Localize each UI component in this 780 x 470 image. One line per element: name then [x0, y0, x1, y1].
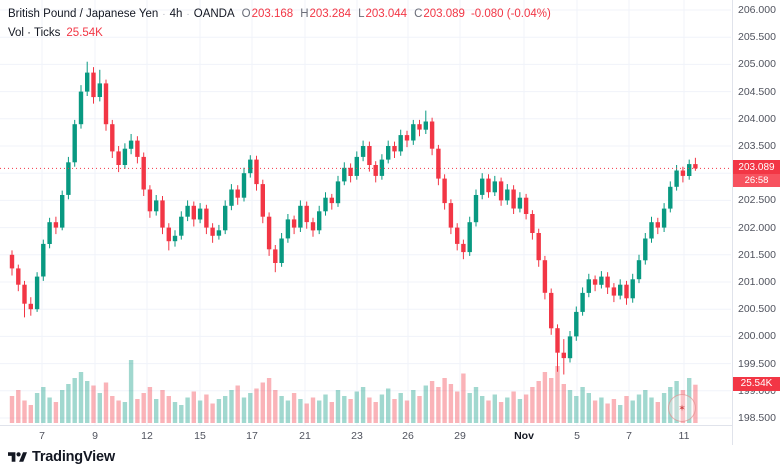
price-axis-label: 201.000 [738, 276, 776, 288]
low-label: L [358, 8, 365, 20]
price-axis-label: 205.000 [738, 58, 776, 71]
decorative-stamp: ✶ [668, 394, 696, 422]
current-volume-label: 25.54K [733, 376, 780, 391]
time-axis-label: 26 [402, 430, 414, 442]
open-value: 203.168 [251, 8, 294, 20]
price-axis-label: 203.500 [738, 140, 776, 152]
tradingview-logo-icon [8, 451, 27, 462]
time-axis-label: 7 [626, 430, 632, 442]
time-axis-label: 11 [678, 430, 690, 442]
time-axis-label: 5 [574, 430, 580, 442]
price-axis-label: 199.500 [738, 357, 776, 370]
time-axis-label: Nov [514, 430, 534, 442]
price-axis-label: 204.000 [738, 112, 776, 125]
price-axis-label: 200.500 [738, 303, 776, 316]
time-axis-label: 29 [454, 430, 466, 442]
bar-countdown: 26:58 [733, 174, 780, 188]
interval-selector[interactable]: 4h [169, 8, 183, 20]
price-axis-label: 204.500 [738, 85, 776, 98]
chart-legend: British Pound / Japanese Yen · 4h · OAND… [8, 6, 551, 41]
price-axis[interactable]: 206.000 205.500 205.000 204.500 204.000 203.5… [732, 0, 780, 445]
time-axis-label: 9 [92, 430, 98, 442]
last-price-value: 203.089 [733, 160, 780, 175]
time-axis-label: 21 [299, 430, 311, 442]
volume-value: 25.54K [66, 27, 103, 39]
high-label: H [300, 8, 309, 20]
volume-row: Vol · Ticks 25.54K [8, 25, 551, 41]
symbol-name[interactable]: British Pound / Japanese Yen [8, 8, 159, 20]
time-axis-label: 15 [194, 430, 206, 442]
time-axis-label: 17 [246, 430, 258, 442]
high-value: 203.284 [309, 8, 352, 20]
volume-indicator-label[interactable]: Vol · Ticks [8, 27, 61, 39]
tradingview-wordmark: TradingView [32, 449, 115, 465]
price-axis-label: 205.500 [738, 31, 776, 44]
time-axis-label: 23 [351, 430, 363, 442]
price-axis-label: 202.500 [738, 194, 776, 207]
open-label: O [241, 8, 251, 20]
low-value: 203.044 [365, 8, 408, 20]
price-axis-label: 206.000 [738, 4, 776, 16]
time-axis[interactable]: 7 9 12 15 17 21 23 26 29 Nov 5 7 11 [0, 426, 732, 446]
close-value: 203.089 [423, 8, 465, 20]
separator-dot: · [162, 9, 166, 20]
price-axis-label: 201.500 [738, 248, 776, 261]
change-value: -0.080 (-0.04%) [470, 8, 551, 20]
price-axis-label: 198.500 [738, 412, 776, 424]
exchange-name[interactable]: OANDA [193, 8, 235, 20]
time-axis-label: 7 [39, 430, 45, 442]
tradingview-logo[interactable]: TradingView [8, 449, 115, 465]
separator-dot: · [186, 9, 190, 20]
price-axis-label: 200.000 [738, 330, 776, 343]
current-price-label: 203.089 26:58 [733, 160, 780, 188]
stamp-glyph: ✶ [678, 402, 686, 413]
close-label: C [414, 8, 423, 20]
symbol-row: British Pound / Japanese Yen · 4h · OAND… [8, 6, 551, 23]
price-axis-label: 202.000 [738, 221, 776, 234]
time-axis-label: 12 [141, 430, 153, 442]
